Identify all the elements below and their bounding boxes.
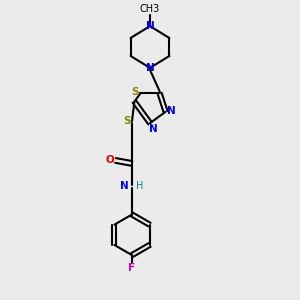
Text: O: O: [106, 154, 115, 165]
Text: N: N: [167, 106, 176, 116]
Text: H: H: [136, 182, 143, 191]
Text: S: S: [123, 116, 130, 126]
Text: N: N: [120, 182, 129, 191]
Text: N: N: [148, 124, 158, 134]
Text: N: N: [146, 63, 154, 73]
Text: CH3: CH3: [140, 4, 160, 14]
Text: N: N: [146, 21, 154, 31]
Text: F: F: [128, 263, 136, 273]
Text: S: S: [131, 87, 139, 97]
